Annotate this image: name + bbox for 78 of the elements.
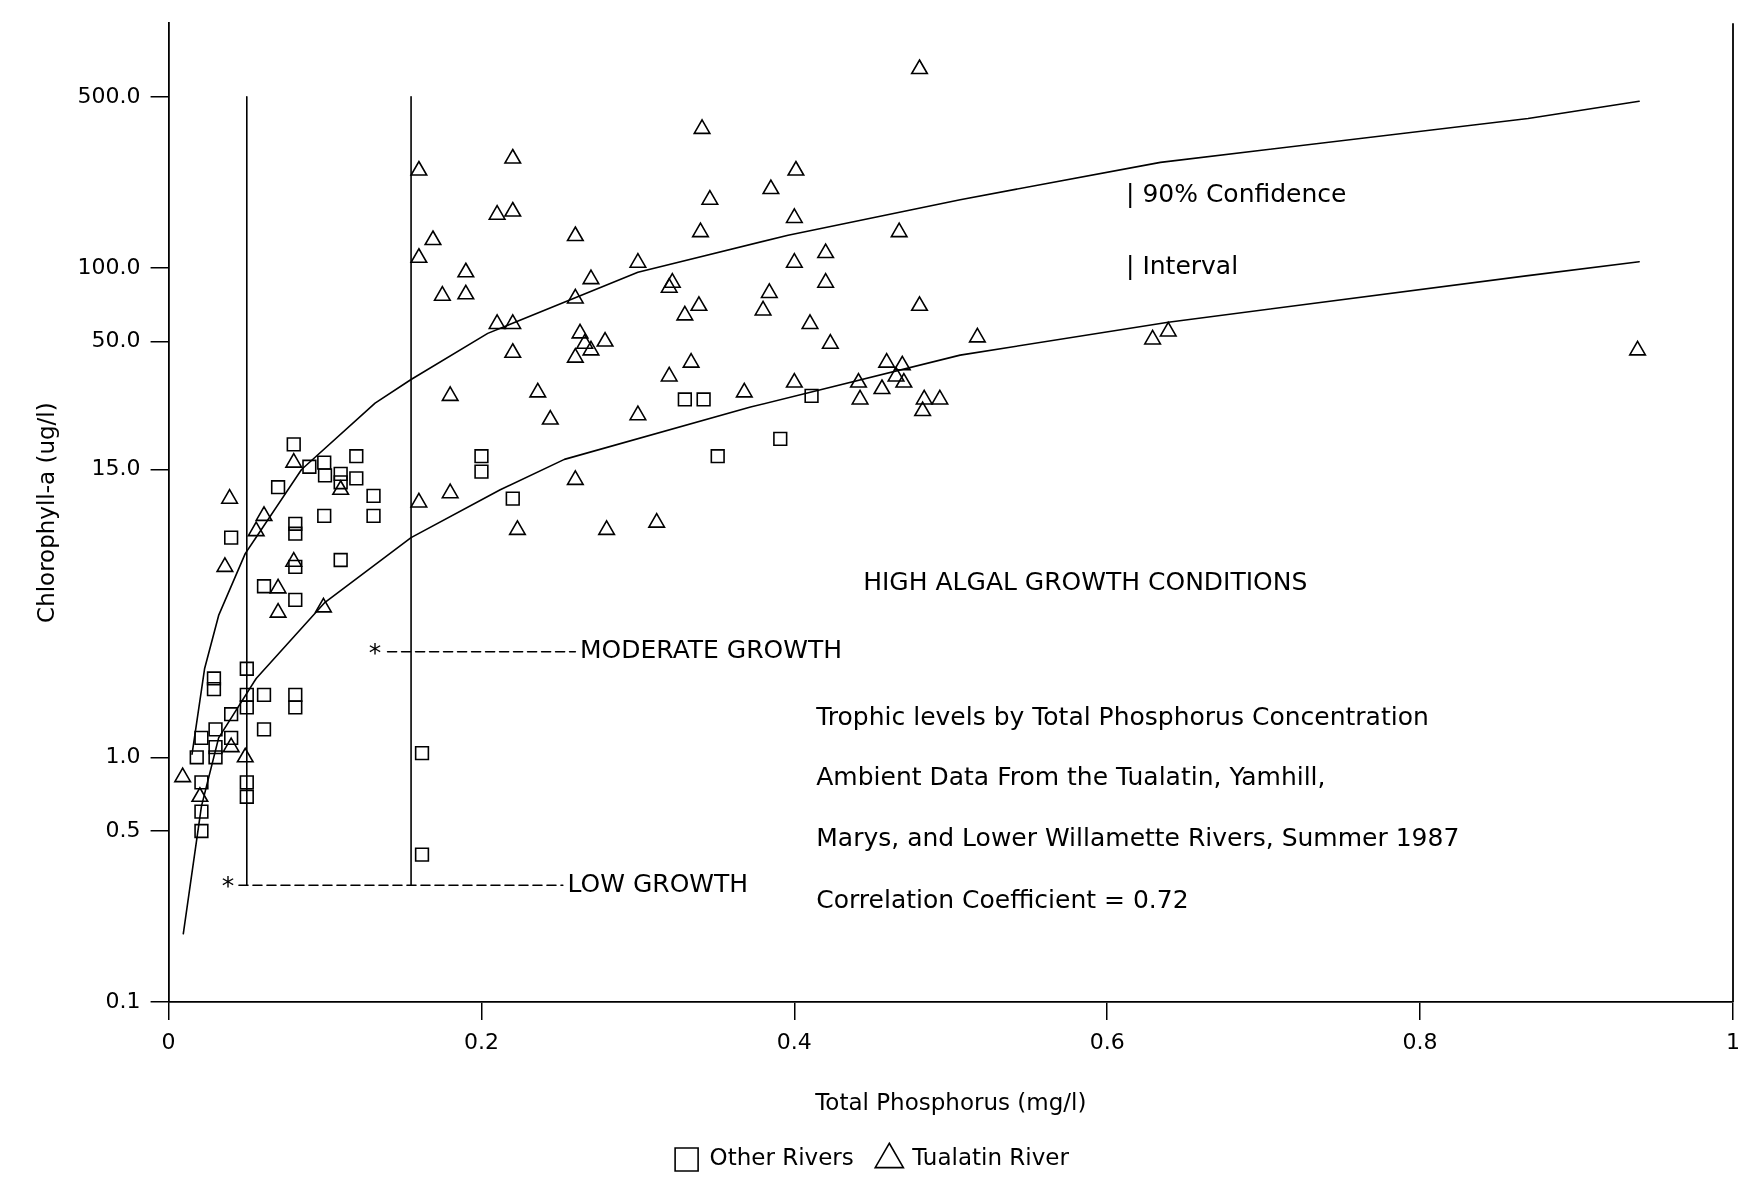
point xyxy=(270,480,286,495)
point xyxy=(288,700,303,715)
x-tick-label: 0.4 xyxy=(776,1028,812,1054)
annotation: MODERATE GROWTH xyxy=(580,635,843,665)
point xyxy=(239,700,254,715)
point xyxy=(256,722,272,737)
point xyxy=(286,437,301,452)
point xyxy=(239,687,254,702)
y-tick-label: 50.0 xyxy=(91,327,141,353)
point xyxy=(696,392,711,407)
point xyxy=(194,823,209,839)
x-tick-label: 0.2 xyxy=(463,1028,499,1054)
point xyxy=(333,466,348,482)
point xyxy=(349,471,364,486)
point xyxy=(302,459,317,474)
legend-label: Tualatin River xyxy=(911,1144,1070,1171)
point xyxy=(288,516,303,531)
x-tick-label: 1 xyxy=(1726,1028,1740,1054)
x-tick-label: 0 xyxy=(161,1028,176,1054)
annotation: LOW GROWTH xyxy=(567,868,749,898)
point xyxy=(223,530,239,545)
point xyxy=(208,750,223,765)
point xyxy=(333,552,348,568)
point xyxy=(317,468,333,483)
point xyxy=(414,847,430,862)
point xyxy=(333,475,348,490)
annotation: | Interval xyxy=(1126,251,1239,281)
annotation: Marys, and Lower Willamette Rivers, Summer 1987 xyxy=(816,823,1460,853)
point xyxy=(256,687,272,702)
point xyxy=(194,804,209,819)
point xyxy=(208,740,223,755)
point xyxy=(223,707,239,722)
y-tick-label: 100.0 xyxy=(77,253,141,279)
annotation: Ambient Data From the Tualatin, Yamhill, xyxy=(816,762,1326,792)
x-tick-label: 0.8 xyxy=(1402,1028,1438,1054)
point xyxy=(206,671,222,686)
annotation: HIGH ALGAL GROWTH CONDITIONS xyxy=(863,566,1308,596)
point xyxy=(288,526,303,541)
point xyxy=(288,559,303,575)
point xyxy=(208,722,223,737)
point xyxy=(239,661,254,676)
point xyxy=(414,745,430,761)
point xyxy=(194,730,209,746)
point xyxy=(288,592,303,608)
legend-label: Other Rivers xyxy=(709,1144,854,1171)
point xyxy=(349,449,364,464)
point xyxy=(317,455,332,470)
point xyxy=(223,730,239,746)
y-axis-title: Chlorophyll-a (ug/l) xyxy=(32,402,59,623)
point xyxy=(773,431,788,447)
point xyxy=(474,464,489,479)
point xyxy=(194,775,209,790)
point xyxy=(677,392,692,407)
point xyxy=(474,449,489,464)
x-tick-label: 0.6 xyxy=(1089,1028,1125,1054)
point xyxy=(505,491,520,506)
point xyxy=(804,388,819,404)
point xyxy=(206,681,222,697)
annotation: | 90% Confidence xyxy=(1126,178,1347,208)
point xyxy=(710,449,725,464)
annotation: Trophic levels by Total Phosphorus Concentration xyxy=(815,701,1429,731)
y-tick-label: 500.0 xyxy=(77,82,141,108)
point xyxy=(239,789,254,804)
point xyxy=(256,579,272,594)
x-axis-title: Total Phosphorus (mg/l) xyxy=(814,1089,1087,1116)
point xyxy=(239,775,254,790)
y-tick-label: 0.5 xyxy=(105,816,141,842)
annotation: * xyxy=(221,870,235,900)
point xyxy=(288,687,303,702)
point xyxy=(189,750,204,765)
y-tick-label: 15.0 xyxy=(91,455,141,481)
point xyxy=(317,508,332,523)
y-tick-label: 1.0 xyxy=(105,743,141,769)
annotation: * xyxy=(368,638,382,668)
annotation: Correlation Coefficient = 0.72 xyxy=(816,884,1189,914)
point xyxy=(366,508,381,523)
point xyxy=(366,488,381,504)
y-tick-label: 0.1 xyxy=(105,987,141,1013)
